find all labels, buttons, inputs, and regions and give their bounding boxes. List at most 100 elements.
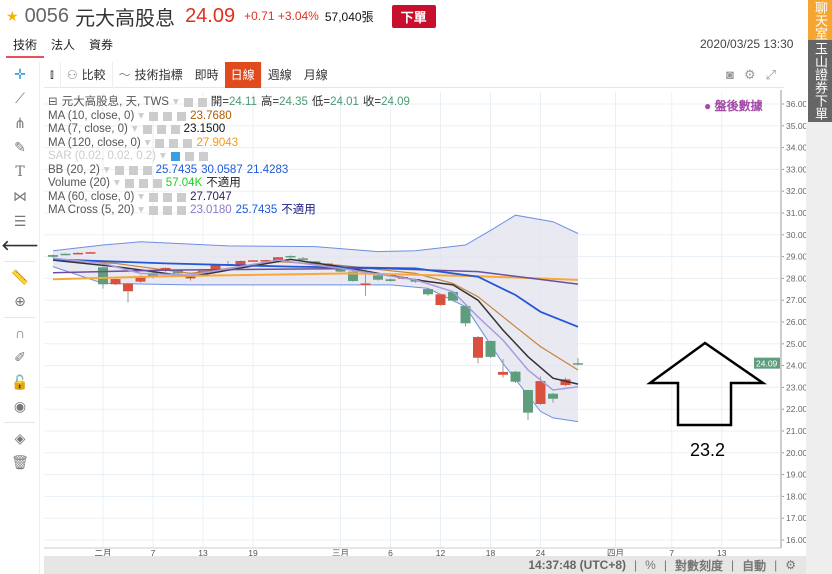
tabs: 技術 法人 資券 bbox=[6, 36, 120, 58]
up-arrow-annotation[interactable] bbox=[646, 341, 768, 427]
close-icon[interactable] bbox=[198, 152, 208, 162]
candle-body bbox=[548, 393, 558, 399]
camera-icon[interactable]: ◙ bbox=[726, 66, 734, 82]
magnet-icon[interactable]: ∩ bbox=[14, 325, 26, 342]
fib-icon[interactable]: ☰ bbox=[13, 212, 27, 229]
legend-value: 27.7047 bbox=[190, 190, 232, 203]
gear-icon[interactable] bbox=[156, 125, 166, 135]
close-icon[interactable] bbox=[177, 206, 187, 216]
eye-icon[interactable] bbox=[149, 192, 159, 202]
brush-icon[interactable]: ✎ bbox=[14, 139, 26, 156]
legend-value: 不適用 bbox=[281, 204, 316, 216]
indicators-button[interactable]: 〜技術指標 bbox=[113, 62, 189, 88]
log-scale-toggle[interactable]: 對數刻度 bbox=[674, 558, 723, 573]
fullscreen-icon[interactable]: ⤢ bbox=[765, 66, 776, 82]
annotation-text[interactable]: 23.2 bbox=[690, 440, 726, 460]
gear-icon[interactable] bbox=[138, 179, 148, 189]
gear-icon[interactable] bbox=[163, 206, 173, 216]
star-icon[interactable]: ★ bbox=[6, 7, 19, 24]
bollinger-upper bbox=[52, 214, 579, 253]
date-tick-label: 7 bbox=[669, 548, 674, 556]
lock-drawing-icon[interactable]: ✐ bbox=[14, 349, 26, 366]
candle-body bbox=[473, 337, 483, 358]
ruler-icon[interactable]: 📏 bbox=[11, 268, 29, 285]
price-tick-label: 26.00 bbox=[786, 317, 806, 327]
candle-body bbox=[273, 257, 283, 261]
price-tick-label: 28.00 bbox=[786, 273, 806, 283]
legend-row: MA (10, close, 0) ▾ 23.7680 bbox=[48, 109, 232, 122]
tab-technical[interactable]: 技術 bbox=[6, 36, 45, 58]
date-tick-label: 13 bbox=[198, 548, 208, 556]
price-tick-label: 31.00 bbox=[786, 208, 806, 218]
legend-row: BB (20, 2) ▾ 25.7435 30.0587 21.4283 bbox=[48, 163, 289, 176]
quote-header: ★ 0056 元大高股息 24.09 +0.71 +3.04% 57,040張 … bbox=[0, 0, 800, 32]
crosshair-icon[interactable]: ✛ bbox=[14, 65, 26, 82]
eye-icon[interactable] bbox=[124, 179, 134, 189]
trash-icon[interactable]: 🗑 bbox=[11, 454, 29, 471]
legend-label: MA (60, close, 0) bbox=[48, 190, 135, 203]
legend-value: 27.9043 bbox=[196, 136, 239, 149]
candle-body bbox=[423, 289, 433, 295]
compare-button[interactable]: ⚇ 比較 bbox=[61, 61, 113, 88]
eye-icon[interactable] bbox=[149, 111, 159, 121]
legend-label: MA (120, close, 0) bbox=[48, 136, 141, 149]
interval-monthly[interactable]: 月線 bbox=[303, 68, 328, 82]
zoom-in-icon[interactable]: ⊕ bbox=[14, 293, 26, 310]
close-icon[interactable] bbox=[142, 165, 152, 175]
auto-scale-toggle[interactable]: 自動 bbox=[742, 558, 767, 573]
eye-icon[interactable] bbox=[114, 165, 124, 175]
eye-icon[interactable] bbox=[170, 152, 180, 162]
legend-row: MA (7, close, 0) ▾ 23.1500 bbox=[48, 123, 226, 135]
eye-icon[interactable] bbox=[142, 125, 152, 135]
close-icon[interactable] bbox=[170, 125, 180, 135]
close-icon[interactable] bbox=[152, 179, 162, 189]
chart-type-button[interactable]: ⫾ bbox=[44, 61, 61, 88]
collapse-icon[interactable]: ⊟ bbox=[48, 96, 58, 108]
order-button[interactable]: 下單 bbox=[391, 4, 436, 28]
candle-body bbox=[248, 260, 258, 262]
settings-icon[interactable]: ⚙ bbox=[785, 558, 796, 572]
gear-icon[interactable] bbox=[163, 192, 173, 202]
pitchfork-icon[interactable]: ⋔ bbox=[14, 114, 26, 131]
pattern-icon[interactable]: ⋈ bbox=[13, 188, 27, 205]
after-hours-text: 盤後數據 bbox=[714, 99, 763, 113]
legend-row: Volume (20) ▾ 57.04K 不適用 bbox=[48, 177, 241, 189]
broker-order-tab[interactable]: 玉山證券下單 bbox=[808, 40, 832, 122]
gear-icon[interactable] bbox=[128, 165, 138, 175]
close-icon[interactable] bbox=[177, 111, 187, 121]
gear-icon[interactable] bbox=[184, 152, 194, 162]
price-tick-label: 18.00 bbox=[786, 491, 806, 501]
date-tick-label: 12 bbox=[436, 548, 446, 556]
eye-icon[interactable] bbox=[149, 206, 159, 216]
eye-icon[interactable] bbox=[155, 138, 165, 148]
trend-line-icon[interactable]: ⟋ bbox=[15, 90, 25, 107]
interval-weekly[interactable]: 週線 bbox=[267, 68, 292, 82]
candle-body bbox=[48, 255, 58, 257]
gear-icon[interactable] bbox=[163, 111, 173, 121]
right-strip bbox=[806, 122, 832, 574]
tab-margin[interactable]: 資券 bbox=[89, 38, 114, 52]
gear-icon[interactable] bbox=[169, 138, 179, 148]
chat-tab[interactable]: 聊天室 bbox=[808, 0, 832, 40]
candle-body bbox=[210, 265, 221, 271]
price-chart[interactable]: 16.00 17.00 18.00 19.00 20.00 21.00 22.00 23.00… bbox=[44, 90, 806, 556]
close-icon[interactable] bbox=[177, 192, 187, 202]
close-icon[interactable] bbox=[183, 138, 193, 148]
last-price-label: 24.09 bbox=[756, 359, 778, 369]
date-tick-label: 24 bbox=[536, 548, 546, 556]
back-arrow-icon[interactable]: 🡐 bbox=[1, 237, 39, 254]
gear-icon[interactable]: ⚙ bbox=[743, 66, 756, 82]
low-value: 24.01 bbox=[330, 96, 359, 108]
close-value: 24.09 bbox=[381, 96, 410, 108]
text-icon[interactable]: T bbox=[15, 164, 25, 181]
interval-daily[interactable]: 日線 bbox=[224, 61, 262, 88]
candle-body bbox=[335, 267, 346, 272]
interval-realtime[interactable]: 即時 bbox=[194, 68, 219, 82]
layers-icon[interactable]: ◈ bbox=[14, 429, 26, 446]
percent-toggle[interactable]: % bbox=[645, 558, 656, 572]
tab-institutional[interactable]: 法人 bbox=[51, 38, 76, 52]
legend-value: 23.7680 bbox=[190, 109, 232, 122]
eye-icon[interactable]: ◉ bbox=[13, 398, 27, 415]
volume: 57,040張 bbox=[324, 9, 374, 24]
unlock-icon[interactable]: 🔓 bbox=[11, 373, 29, 390]
